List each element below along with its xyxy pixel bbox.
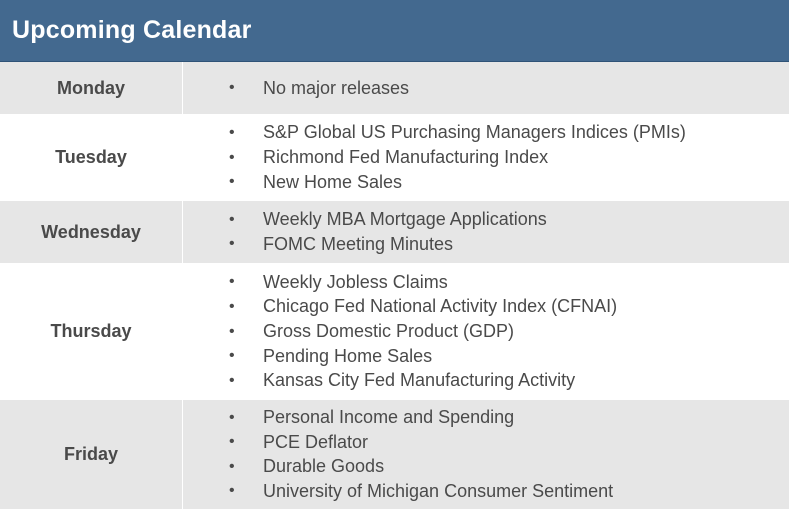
event-item: • FOMC Meeting Minutes (229, 232, 789, 257)
event-item: • Gross Domestic Product (GDP) (229, 319, 789, 344)
event-label: Durable Goods (263, 456, 385, 477)
calendar-row-thursday: Thursday • Weekly Jobless Claims • Chica… (0, 263, 789, 400)
day-label: Wednesday (41, 221, 141, 242)
event-label: Weekly Jobless Claims (263, 271, 448, 292)
day-label: Tuesday (55, 147, 127, 167)
calendar-row-wednesday: Wednesday • Weekly MBA Mortgage Applicat… (0, 201, 789, 263)
bullet-icon: • (229, 148, 235, 166)
event-label: Gross Domestic Product (GDP) (263, 321, 515, 341)
event-item: • PCE Deflator (229, 430, 789, 455)
calendar-row-friday: Friday • Personal Income and Spending • … (0, 400, 789, 509)
event-label: Kansas City Fed Manufacturing Activity (263, 370, 576, 391)
bullet-icon: • (229, 173, 235, 191)
event-label: Personal Income and Spending (263, 407, 515, 428)
bullet-icon: • (229, 433, 235, 451)
event-label: S&P Global US Purchasing Managers Indice… (263, 122, 686, 143)
day-cell: Tuesday (0, 114, 183, 201)
event-item: • S&P Global US Purchasing Managers Indi… (229, 121, 789, 146)
page-title: Upcoming Calendar (12, 16, 252, 44)
bullet-icon: • (229, 123, 235, 141)
event-item: • Durable Goods (229, 455, 789, 480)
event-label: Richmond Fed Manufacturing Index (263, 147, 549, 167)
events-list: • Personal Income and Spending • PCE Def… (183, 400, 789, 509)
calendar-row-monday: Monday • No major releases (0, 62, 789, 114)
bullet-icon: • (229, 273, 235, 291)
bullet-icon: • (229, 210, 235, 228)
event-label: PCE Deflator (263, 431, 369, 452)
bullet-icon: • (229, 235, 235, 253)
day-cell: Wednesday (0, 201, 183, 263)
calendar-header: Upcoming Calendar (0, 0, 789, 62)
event-label: University of Michigan Consumer Sentimen… (263, 480, 614, 501)
event-item: • Pending Home Sales (229, 344, 789, 369)
event-label: Weekly MBA Mortgage Applications (263, 209, 547, 230)
event-item: • Kansas City Fed Manufacturing Activity (229, 368, 789, 393)
day-cell: Monday (0, 62, 183, 114)
bullet-icon: • (229, 482, 235, 500)
event-label: New Home Sales (263, 171, 403, 192)
bullet-icon: • (229, 347, 235, 365)
calendar-table: Monday • No major releases Tuesday • S&P… (0, 62, 789, 509)
events-list: • Weekly MBA Mortgage Applications • FOM… (183, 201, 789, 263)
bullet-icon: • (229, 322, 235, 340)
calendar-row-tuesday: Tuesday • S&P Global US Purchasing Manag… (0, 114, 789, 201)
events-list: • S&P Global US Purchasing Managers Indi… (183, 114, 789, 201)
day-cell: Thursday (0, 263, 183, 400)
event-item: • New Home Sales (229, 170, 789, 195)
event-item: • Chicago Fed National Activity Index (C… (229, 295, 789, 320)
bullet-icon: • (229, 297, 235, 315)
event-item: • No major releases (229, 76, 789, 101)
day-label: Monday (56, 77, 125, 98)
event-item: • Richmond Fed Manufacturing Index (229, 145, 789, 170)
event-item: • University of Michigan Consumer Sentim… (229, 479, 789, 504)
event-item: • Personal Income and Spending (229, 405, 789, 430)
event-label: FOMC Meeting Minutes (263, 233, 454, 254)
event-label: Pending Home Sales (263, 345, 433, 366)
event-item: • Weekly MBA Mortgage Applications (229, 207, 789, 232)
bullet-icon: • (229, 457, 235, 475)
day-label: Thursday (50, 321, 132, 341)
event-label: Chicago Fed National Activity Index (CFN… (263, 296, 618, 317)
day-label: Friday (63, 444, 119, 464)
events-list: • No major releases (183, 62, 789, 114)
event-item: • Weekly Jobless Claims (229, 270, 789, 295)
event-label: No major releases (263, 77, 410, 98)
day-cell: Friday (0, 400, 183, 509)
bullet-icon: • (229, 408, 235, 426)
bullet-icon: • (229, 79, 235, 96)
events-list: • Weekly Jobless Claims • Chicago Fed Na… (183, 263, 789, 400)
bullet-icon: • (229, 371, 235, 389)
